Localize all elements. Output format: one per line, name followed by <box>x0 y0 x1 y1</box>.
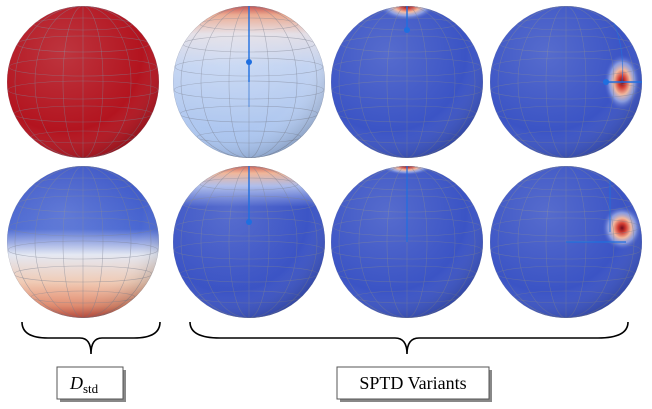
sphere <box>169 162 329 322</box>
sphere <box>3 2 163 162</box>
figure: Dstd SPTD Variants <box>0 0 652 404</box>
page: Dstd SPTD Variants (() => { const data =… <box>0 0 652 404</box>
brace <box>190 322 628 354</box>
symbol: D <box>69 373 83 393</box>
sphere <box>327 0 487 162</box>
sphere <box>486 162 646 322</box>
subscript: std <box>83 381 99 396</box>
sphere <box>169 2 329 162</box>
sphere <box>327 157 487 322</box>
label-right: SPTD Variants <box>359 373 466 393</box>
sphere <box>3 162 163 322</box>
sphere <box>486 2 646 162</box>
brace <box>22 322 160 354</box>
